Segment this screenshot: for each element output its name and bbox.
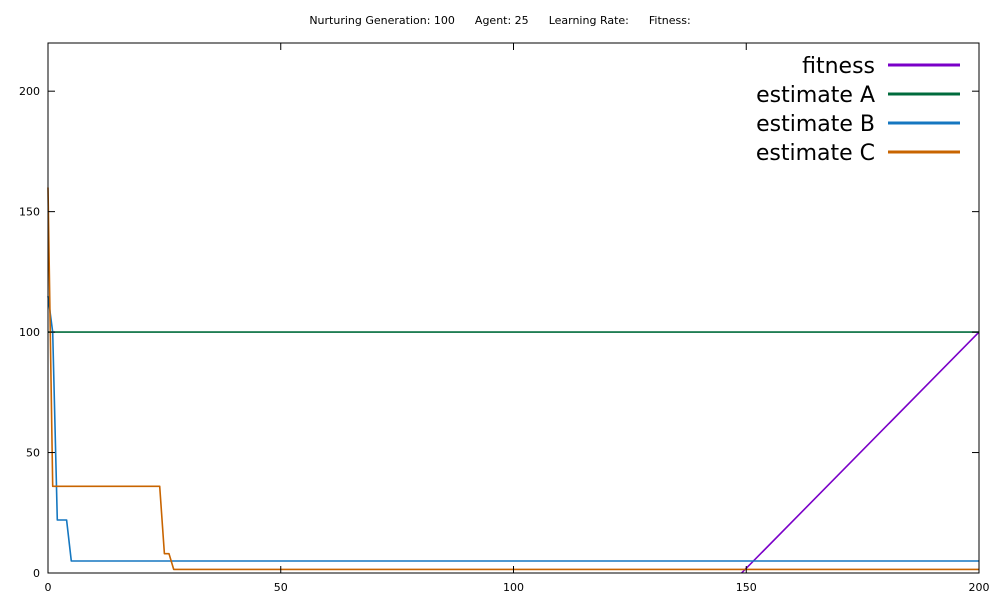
y-tick-label: 0 xyxy=(33,567,40,580)
series-line-2 xyxy=(47,295,979,562)
axes: 0 50 100 150 200 0 50 100 150 200 xyxy=(19,42,990,594)
y-tick-label: 200 xyxy=(19,85,40,98)
legend-label-1: estimate A xyxy=(756,83,875,108)
legend: fitness estimate A estimate B estimate C xyxy=(756,54,960,166)
generation-label: Nurturing Generation: 100 xyxy=(309,14,455,27)
legend-label-3: estimate C xyxy=(756,141,875,166)
y-tick-label: 50 xyxy=(26,447,40,460)
x-tick-label: 200 xyxy=(969,581,990,594)
chart-header: Nurturing Generation: 100 Agent: 25 Learni… xyxy=(0,14,1000,27)
legend-label-2: estimate B xyxy=(756,112,875,137)
y-tick-label: 100 xyxy=(19,326,40,339)
fitness-label: Fitness: xyxy=(648,14,691,27)
learning-rate-label: Learning Rate: xyxy=(548,14,629,27)
x-tick-label: 150 xyxy=(736,581,757,594)
agent-label: Agent: 25 xyxy=(474,14,529,27)
series-line-0 xyxy=(741,331,980,574)
x-tick-label: 100 xyxy=(503,581,524,594)
x-tick-label: 0 xyxy=(45,581,52,594)
x-tick-label: 50 xyxy=(274,581,288,594)
y-tick-label: 150 xyxy=(19,206,40,219)
plot-series xyxy=(47,187,980,574)
legend-label-0: fitness xyxy=(802,54,875,79)
series-line-3 xyxy=(47,187,979,571)
